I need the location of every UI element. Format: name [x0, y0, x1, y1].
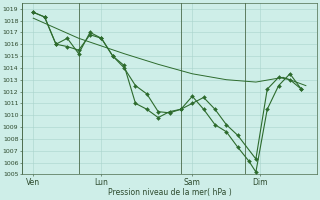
X-axis label: Pression niveau de la mer( hPa ): Pression niveau de la mer( hPa )	[108, 188, 231, 197]
